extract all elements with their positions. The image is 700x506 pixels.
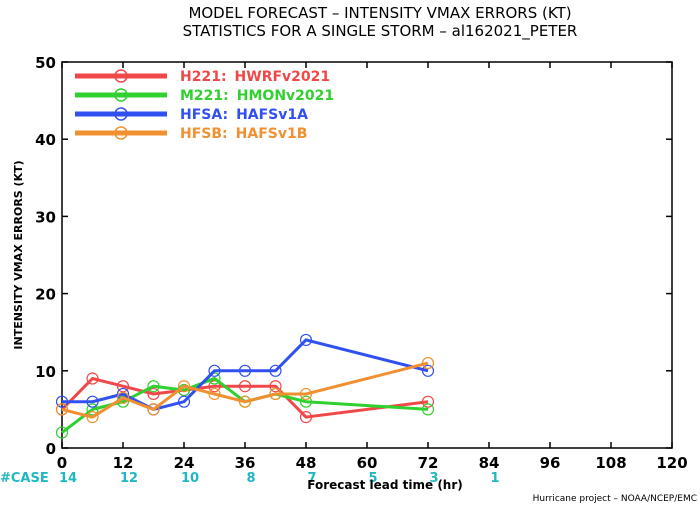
data-point bbox=[55, 403, 69, 416]
legend-series-name: H221: bbox=[180, 69, 227, 85]
series-line-3 bbox=[61, 361, 429, 419]
data-point bbox=[269, 364, 282, 377]
x-axis: 0 12 24 36 48 60 72 84 96 108 120 bbox=[57, 62, 688, 472]
plot-area bbox=[61, 61, 673, 449]
case-count: 12 bbox=[120, 471, 138, 486]
legend-series-desc: HMONv2021 bbox=[237, 88, 334, 104]
x-tick-label: 36 bbox=[235, 454, 256, 472]
x-tick-label: 96 bbox=[540, 454, 561, 472]
data-point bbox=[299, 395, 313, 408]
x-tick-label: 24 bbox=[174, 454, 195, 472]
y-tick-label: 40 bbox=[35, 131, 56, 149]
case-count: 10 bbox=[181, 471, 199, 486]
legend-marker bbox=[114, 88, 128, 102]
data-point bbox=[86, 403, 99, 416]
x-tick-label: 108 bbox=[595, 454, 626, 472]
legend-series-name: HFSA: bbox=[180, 107, 228, 123]
data-point bbox=[116, 391, 130, 404]
case-count: 5 bbox=[368, 471, 377, 486]
data-point bbox=[208, 387, 221, 401]
data-point bbox=[177, 395, 191, 408]
case-count: 14 bbox=[59, 471, 77, 486]
legend-series-name: M221: bbox=[180, 88, 229, 104]
legend-marker bbox=[114, 107, 128, 121]
data-point bbox=[208, 364, 221, 377]
case-count: 1 bbox=[490, 471, 499, 486]
chart-title-line1: MODEL FORECAST – INTENSITY VMAX ERRORS (… bbox=[188, 4, 571, 22]
data-point bbox=[86, 411, 99, 424]
data-point bbox=[147, 380, 160, 393]
chart-title-line2: STATISTICS FOR A SINGLE STORM – al162021… bbox=[183, 22, 578, 41]
data-point bbox=[86, 372, 99, 385]
data-point bbox=[55, 395, 69, 408]
series-line-2 bbox=[62, 338, 429, 411]
legend-marker bbox=[114, 69, 128, 83]
data-point bbox=[238, 380, 252, 393]
legend-series-desc: HAFSv1B bbox=[236, 126, 308, 142]
x-tick-label: 0 bbox=[57, 454, 67, 472]
x-tick-label: 12 bbox=[113, 454, 134, 472]
y-tick-label: 50 bbox=[35, 54, 56, 72]
case-count: 7 bbox=[307, 471, 316, 486]
legend-series-name: HFSB: bbox=[180, 126, 228, 142]
data-point bbox=[269, 387, 282, 401]
series-layer bbox=[55, 333, 435, 439]
legend-label: HFSB: HAFSv1B bbox=[180, 126, 307, 142]
x-tick-label: 84 bbox=[479, 454, 500, 472]
data-point bbox=[147, 387, 160, 401]
y-axis: 0 10 20 30 40 50 bbox=[35, 54, 672, 458]
y-axis-label: INTENSITY VMAX ERRORS (KT) bbox=[12, 160, 25, 349]
data-point bbox=[421, 356, 435, 370]
data-point bbox=[177, 380, 191, 393]
x-tick-label: 48 bbox=[296, 454, 317, 472]
data-point bbox=[208, 380, 221, 393]
legend-label: M221: HMONv2021 bbox=[180, 88, 334, 104]
data-point bbox=[421, 364, 435, 377]
data-point bbox=[421, 395, 435, 408]
data-point bbox=[299, 333, 313, 347]
credit-text: Hurricane project – NOAA/NCEP/EMC bbox=[533, 494, 697, 504]
x-tick-label: 60 bbox=[357, 454, 378, 472]
legend-marker bbox=[114, 126, 128, 140]
y-tick-label: 0 bbox=[46, 440, 56, 458]
data-point bbox=[208, 372, 221, 385]
data-point bbox=[269, 380, 282, 393]
x-tick-label: 120 bbox=[656, 454, 687, 472]
y-tick-label: 20 bbox=[35, 286, 56, 304]
data-point bbox=[238, 395, 252, 408]
y-tick-label: 10 bbox=[35, 363, 56, 381]
legend: H221: HWRFv2021 M221: HMONv2021 HFSA: HAFSv1A… bbox=[75, 69, 334, 142]
y-tick-label: 30 bbox=[35, 208, 56, 226]
legend-series-desc: HWRFv2021 bbox=[235, 69, 331, 85]
case-count: 3 bbox=[429, 471, 438, 486]
case-label: #CASE bbox=[0, 471, 49, 486]
data-point bbox=[86, 395, 99, 408]
data-point bbox=[147, 403, 160, 416]
data-point bbox=[299, 411, 313, 424]
data-point bbox=[238, 364, 252, 377]
case-count: 8 bbox=[246, 471, 255, 486]
x-tick-label: 72 bbox=[418, 454, 439, 472]
legend-series-desc: HAFSv1A bbox=[236, 107, 308, 123]
data-point bbox=[55, 426, 69, 439]
data-point bbox=[421, 403, 435, 416]
series-line-0 bbox=[60, 376, 429, 419]
legend-label: HFSA: HAFSv1A bbox=[180, 107, 308, 123]
x-axis-label: Forecast lead time (hr) bbox=[307, 478, 463, 492]
data-point bbox=[299, 387, 313, 401]
legend-label: H221: HWRFv2021 bbox=[180, 69, 330, 85]
case-counts: 14 12 10 8 7 5 3 1 bbox=[59, 471, 500, 486]
